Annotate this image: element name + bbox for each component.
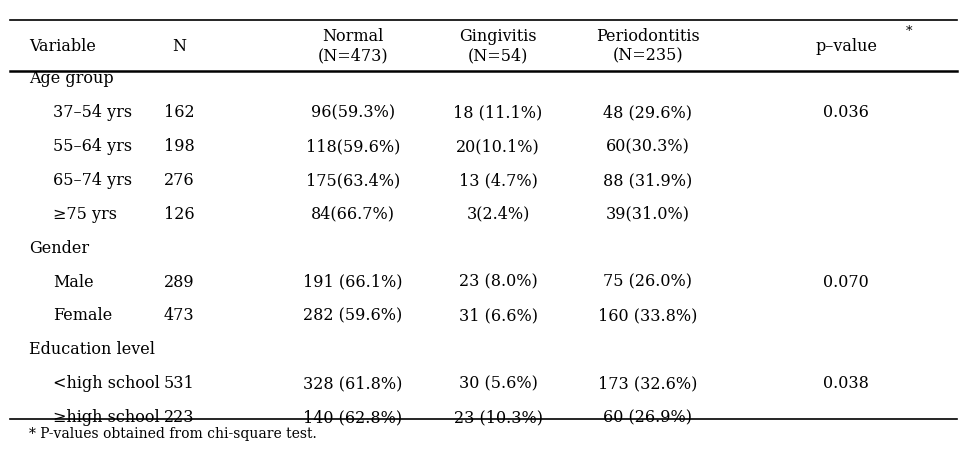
Text: 173 (32.6%): 173 (32.6%) bbox=[599, 375, 697, 391]
Text: ≥75 yrs: ≥75 yrs bbox=[53, 206, 117, 222]
Text: Gingivitis
(N=54): Gingivitis (N=54) bbox=[459, 28, 537, 64]
Text: 223: 223 bbox=[163, 408, 194, 425]
Text: 289: 289 bbox=[163, 273, 194, 290]
Text: 60(30.3%): 60(30.3%) bbox=[606, 138, 689, 155]
Text: Female: Female bbox=[53, 307, 112, 324]
Text: Gender: Gender bbox=[29, 239, 89, 256]
Text: 175(63.4%): 175(63.4%) bbox=[306, 172, 400, 188]
Text: 531: 531 bbox=[163, 375, 194, 391]
Text: 118(59.6%): 118(59.6%) bbox=[306, 138, 400, 155]
Text: 282 (59.6%): 282 (59.6%) bbox=[304, 307, 402, 324]
Text: 75 (26.0%): 75 (26.0%) bbox=[603, 273, 692, 290]
Text: 84(66.7%): 84(66.7%) bbox=[311, 206, 395, 222]
Text: ≥high school: ≥high school bbox=[53, 408, 160, 425]
Text: 0.070: 0.070 bbox=[823, 273, 869, 290]
Text: 23 (10.3%): 23 (10.3%) bbox=[454, 408, 542, 425]
Text: 13 (4.7%): 13 (4.7%) bbox=[458, 172, 538, 188]
Text: 39(31.0%): 39(31.0%) bbox=[606, 206, 689, 222]
Text: N: N bbox=[172, 38, 186, 55]
Text: Male: Male bbox=[53, 273, 94, 290]
Text: 31 (6.6%): 31 (6.6%) bbox=[458, 307, 538, 324]
Text: Variable: Variable bbox=[29, 38, 96, 55]
Text: 140 (62.8%): 140 (62.8%) bbox=[304, 408, 402, 425]
Text: 60 (26.9%): 60 (26.9%) bbox=[603, 408, 692, 425]
Text: 328 (61.8%): 328 (61.8%) bbox=[304, 375, 402, 391]
Text: 191 (66.1%): 191 (66.1%) bbox=[304, 273, 402, 290]
Text: * P-values obtained from chi-square test.: * P-values obtained from chi-square test… bbox=[29, 426, 317, 440]
Text: 37–54 yrs: 37–54 yrs bbox=[53, 104, 132, 121]
Text: 162: 162 bbox=[163, 104, 194, 121]
Text: 0.036: 0.036 bbox=[823, 104, 869, 121]
Text: 88 (31.9%): 88 (31.9%) bbox=[603, 172, 692, 188]
Text: 473: 473 bbox=[163, 307, 194, 324]
Text: 96(59.3%): 96(59.3%) bbox=[311, 104, 395, 121]
Text: Age group: Age group bbox=[29, 70, 114, 87]
Text: 30 (5.6%): 30 (5.6%) bbox=[458, 375, 538, 391]
Text: p–value: p–value bbox=[815, 38, 877, 55]
Text: 48 (29.6%): 48 (29.6%) bbox=[603, 104, 692, 121]
Text: 3(2.4%): 3(2.4%) bbox=[466, 206, 530, 222]
Text: *: * bbox=[906, 25, 913, 38]
Text: 23 (8.0%): 23 (8.0%) bbox=[458, 273, 538, 290]
Text: 18 (11.1%): 18 (11.1%) bbox=[454, 104, 542, 121]
Text: Periodontitis
(N=235): Periodontitis (N=235) bbox=[596, 28, 700, 64]
Text: 160 (33.8%): 160 (33.8%) bbox=[599, 307, 697, 324]
Text: 126: 126 bbox=[163, 206, 194, 222]
Text: 0.038: 0.038 bbox=[823, 375, 869, 391]
Text: Normal
(N=473): Normal (N=473) bbox=[317, 28, 389, 64]
Text: 198: 198 bbox=[163, 138, 194, 155]
Text: 55–64 yrs: 55–64 yrs bbox=[53, 138, 132, 155]
Text: Education level: Education level bbox=[29, 341, 155, 357]
Text: 276: 276 bbox=[163, 172, 194, 188]
Text: <high school: <high school bbox=[53, 375, 161, 391]
Text: 65–74 yrs: 65–74 yrs bbox=[53, 172, 132, 188]
Text: 20(10.1%): 20(10.1%) bbox=[456, 138, 540, 155]
